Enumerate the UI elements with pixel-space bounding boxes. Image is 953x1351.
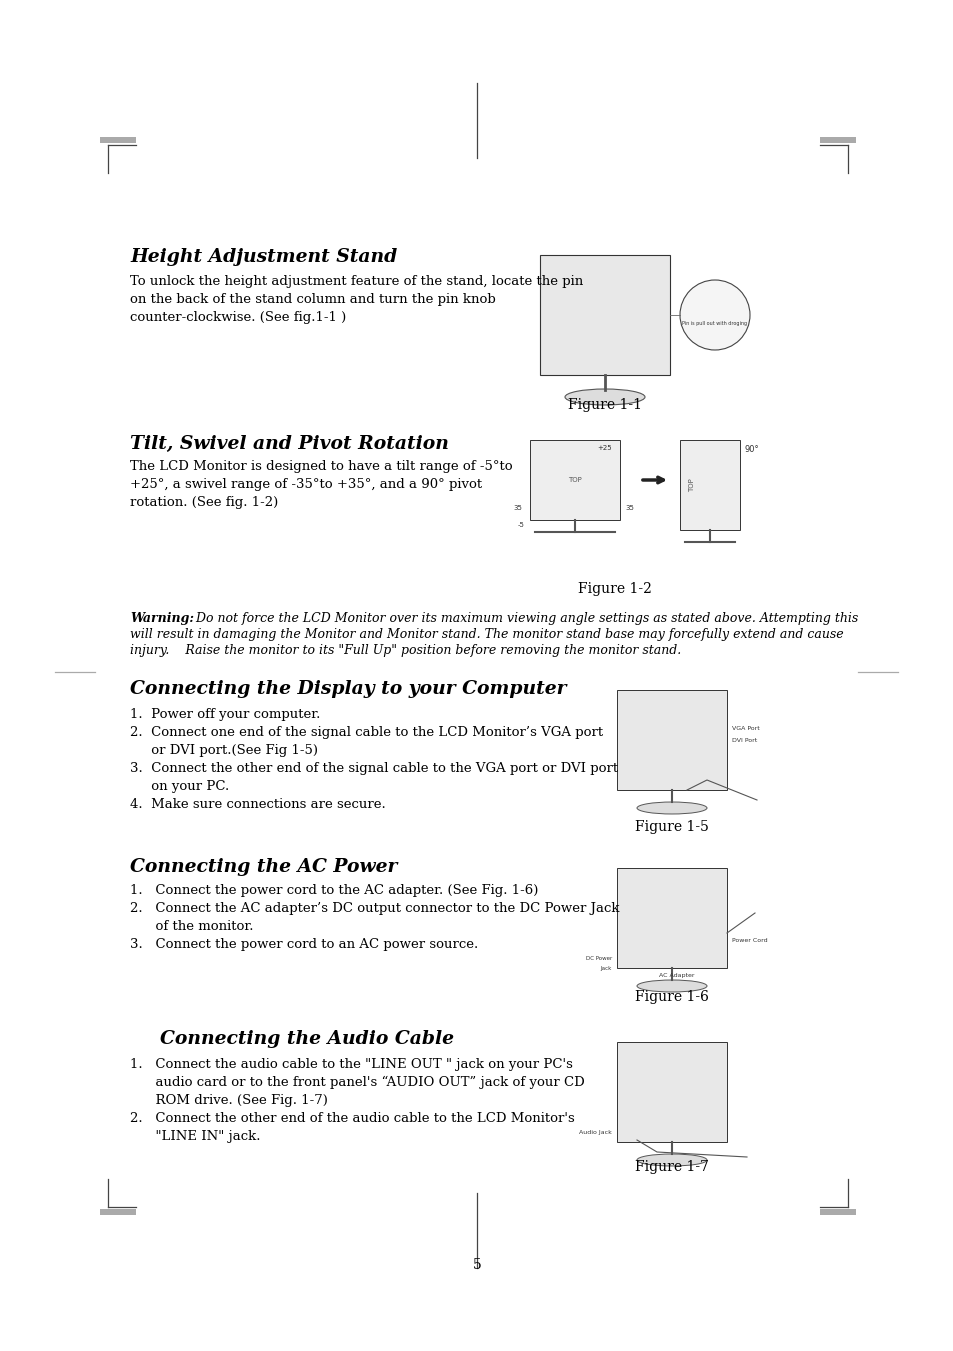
Bar [617,1042,726,1142]
Text: To unlock the height adjustment feature of the stand, locate the pin: To unlock the height adjustment feature … [130,276,582,288]
Text: VGA Port: VGA Port [731,725,759,731]
Text: 90°: 90° [744,444,759,454]
Bar [617,867,726,969]
Text: ROM drive. (See Fig. 1-7): ROM drive. (See Fig. 1-7) [130,1094,328,1106]
Ellipse shape [637,1154,706,1166]
Bar [617,690,726,790]
Text: 1.  Power off your computer.: 1. Power off your computer. [130,708,320,721]
Bar [530,440,619,520]
Bar [820,1209,856,1215]
Text: 2.   Connect the AC adapter’s DC output connector to the DC Power Jack: 2. Connect the AC adapter’s DC output co… [130,902,618,915]
Text: -5: -5 [517,521,524,528]
Text: Figure 1-2: Figure 1-2 [578,582,651,596]
Text: 2.  Connect one end of the signal cable to the LCD Monitor’s VGA port: 2. Connect one end of the signal cable t… [130,725,602,739]
Ellipse shape [637,802,706,815]
Text: Height Adjustment Stand: Height Adjustment Stand [130,249,396,266]
Text: will result in damaging the Monitor and Monitor stand. The monitor stand base ma: will result in damaging the Monitor and … [130,628,842,640]
Text: 5: 5 [472,1258,481,1273]
Bar [99,1209,136,1215]
Text: Jack: Jack [600,966,612,971]
Text: TOP: TOP [688,478,695,492]
Text: Do not force the LCD Monitor over its maximum viewing angle settings as stated a: Do not force the LCD Monitor over its ma… [192,612,858,626]
Text: 35: 35 [513,505,521,511]
Text: Audio Jack: Audio Jack [578,1129,612,1135]
Text: 35: 35 [624,505,633,511]
Text: 2.   Connect the other end of the audio cable to the LCD Monitor's: 2. Connect the other end of the audio ca… [130,1112,574,1125]
Text: or DVI port.(See Fig 1-5): or DVI port.(See Fig 1-5) [130,744,317,757]
Text: counter-clockwise. (See fig.1-1 ): counter-clockwise. (See fig.1-1 ) [130,311,346,324]
Text: of the monitor.: of the monitor. [130,920,253,934]
Bar [679,440,740,530]
Text: 4.  Make sure connections are secure.: 4. Make sure connections are secure. [130,798,385,811]
Text: Pin is pull out with droging: Pin is pull out with droging [681,320,747,326]
Text: The LCD Monitor is designed to have a tilt range of -5°to: The LCD Monitor is designed to have a ti… [130,459,512,473]
Text: Figure 1-5: Figure 1-5 [635,820,708,834]
Text: Figure 1-7: Figure 1-7 [635,1161,708,1174]
Text: Warning:: Warning: [130,612,193,626]
Text: DC Power: DC Power [585,957,612,961]
Text: Figure 1-1: Figure 1-1 [567,399,641,412]
Text: 3.  Connect the other end of the signal cable to the VGA port or DVI port: 3. Connect the other end of the signal c… [130,762,618,775]
Text: audio card or to the front panel's “AUDIO OUT” jack of your CD: audio card or to the front panel's “AUDI… [130,1075,584,1089]
Text: AC Adapter: AC Adapter [659,973,694,978]
Text: "LINE IN" jack.: "LINE IN" jack. [130,1129,260,1143]
Text: +25°, a swivel range of -35°to +35°, and a 90° pivot: +25°, a swivel range of -35°to +35°, and… [130,478,481,490]
Text: rotation. (See fig. 1-2): rotation. (See fig. 1-2) [130,496,278,509]
Text: TOP: TOP [568,477,581,484]
Text: on your PC.: on your PC. [130,780,229,793]
Text: Connecting the AC Power: Connecting the AC Power [130,858,397,875]
Text: Figure 1-6: Figure 1-6 [635,990,708,1004]
Ellipse shape [564,389,644,405]
Text: on the back of the stand column and turn the pin knob: on the back of the stand column and turn… [130,293,496,305]
Text: +25: +25 [598,444,612,451]
Text: 1.   Connect the audio cable to the "LINE OUT " jack on your PC's: 1. Connect the audio cable to the "LINE … [130,1058,572,1071]
Ellipse shape [637,979,706,992]
Text: Connecting the Display to your Computer: Connecting the Display to your Computer [130,680,566,698]
Text: 1.   Connect the power cord to the AC adapter. (See Fig. 1-6): 1. Connect the power cord to the AC adap… [130,884,537,897]
Circle shape [679,280,749,350]
Bar [820,136,856,143]
Text: Tilt, Swivel and Pivot Rotation: Tilt, Swivel and Pivot Rotation [130,435,449,453]
Text: Connecting the Audio Cable: Connecting the Audio Cable [160,1029,454,1048]
Bar [539,255,669,376]
Text: 3.   Connect the power cord to an AC power source.: 3. Connect the power cord to an AC power… [130,938,477,951]
Text: DVI Port: DVI Port [731,738,757,743]
Bar [99,136,136,143]
Text: Power Cord: Power Cord [731,938,767,943]
Text: injury.    Raise the monitor to its "Full Up" position before removing the monit: injury. Raise the monitor to its "Full U… [130,644,680,657]
